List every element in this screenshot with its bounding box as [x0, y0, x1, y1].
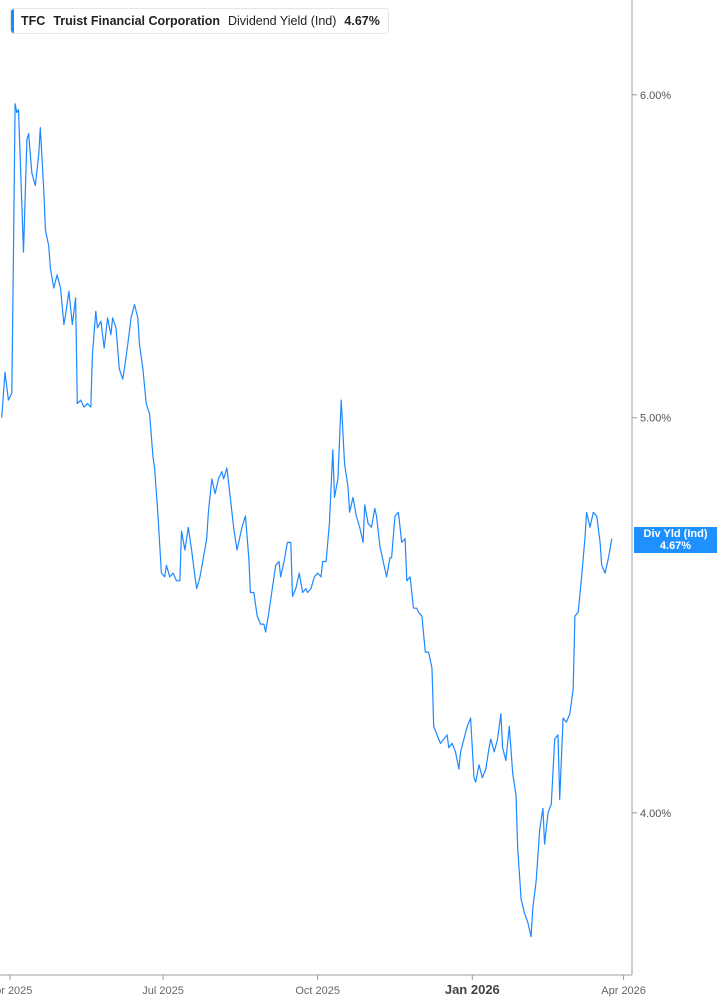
x-tick-label: Jan 2026 [445, 982, 500, 997]
y-tick-label: 4.00% [640, 808, 671, 820]
legend-ticker: TFC [21, 14, 46, 28]
series-color-swatch [11, 9, 14, 33]
legend-company: Truist Financial Corporation [53, 14, 220, 28]
chart-legend: TFC Truist Financial Corporation Dividen… [10, 8, 389, 34]
last-value-value: 4.67% [659, 540, 692, 552]
series-line [1, 103, 613, 938]
y-tick-label: 6.00% [640, 90, 671, 102]
y-tick-label: 5.00% [640, 413, 671, 425]
x-tick-label: Jul 2025 [142, 985, 184, 997]
legend-value: 4.67% [344, 14, 380, 28]
x-tick-label: Apr 2025 [0, 985, 32, 997]
last-value-tag: Div Yld (Ind) 4.67% [634, 527, 717, 553]
last-value-label: Div Yld (Ind) [643, 528, 708, 540]
x-tick-label: Oct 2025 [295, 985, 340, 997]
legend-metric: Dividend Yield (Ind) [228, 14, 337, 28]
x-tick-label: Apr 2026 [601, 985, 646, 997]
